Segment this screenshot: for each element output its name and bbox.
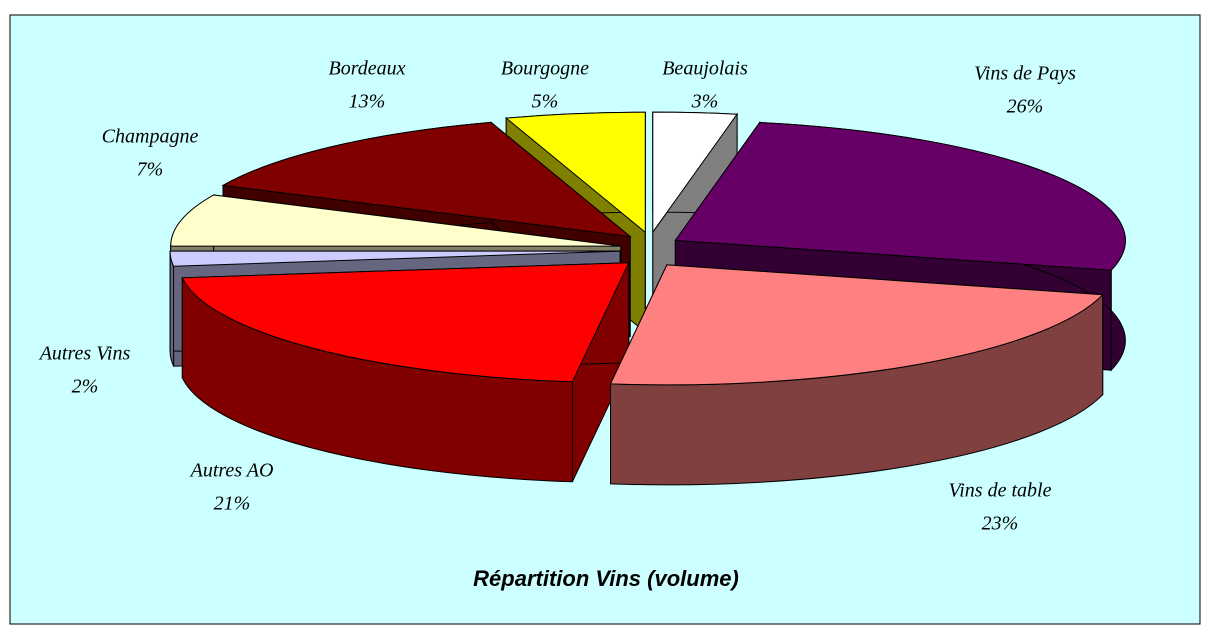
slice-value-label: 26%	[1007, 96, 1044, 118]
slice-value-label: 2%	[72, 376, 99, 398]
slice-value-label: 7%	[137, 159, 164, 181]
slice-label: Bourgogne	[501, 58, 589, 80]
slice-label: Vins de table	[949, 480, 1052, 502]
slice-value-label: 13%	[349, 91, 386, 113]
slice-value-label: 3%	[691, 91, 719, 113]
slice-wall	[169, 251, 175, 367]
slice	[609, 264, 1104, 386]
slice-label: Vins de Pays	[974, 63, 1076, 85]
slice-value-label: 21%	[214, 493, 251, 515]
chart-title: Répartition Vins (volume)	[473, 566, 739, 591]
slice	[221, 121, 632, 238]
slice	[674, 121, 1126, 271]
slice-label: Beaujolais	[662, 58, 748, 80]
slice	[181, 262, 630, 383]
slice	[652, 111, 739, 234]
slice	[504, 111, 646, 234]
slice	[169, 250, 621, 267]
slice	[170, 194, 621, 247]
slice-value-label: 23%	[982, 513, 1019, 535]
slice-label: Autres AO	[189, 460, 274, 482]
slice-label: Autres Vins	[38, 343, 131, 365]
slice-value-label: 5%	[532, 91, 559, 113]
slice-label: Bordeaux	[328, 58, 405, 80]
slice-label: Champagne	[102, 126, 199, 148]
